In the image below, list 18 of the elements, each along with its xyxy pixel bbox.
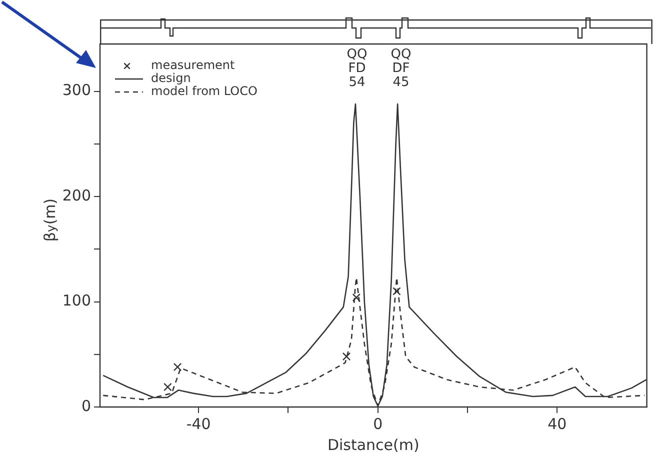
point <box>173 362 182 372</box>
legend-label: design <box>151 71 191 86</box>
y-tick-label: 300 <box>62 81 91 100</box>
x-axis-title: Distance(m) <box>327 436 420 454</box>
y-tick-label: 0 <box>81 396 91 415</box>
x-tick-label: 0 <box>373 414 383 433</box>
point <box>392 287 401 296</box>
annotation: QQ FD 54 <box>346 47 368 90</box>
legend-label: model from LOCO <box>151 84 258 98</box>
y-tick-label: 100 <box>62 292 91 310</box>
legend-label: measurement <box>151 58 236 72</box>
x-tick-label: -40 <box>186 414 211 433</box>
point <box>164 382 172 392</box>
point <box>352 293 361 302</box>
annotation: QQ DF 45 <box>390 47 412 90</box>
x-tick-label: 40 <box>548 414 567 433</box>
point <box>342 352 351 361</box>
y-tick-label: 200 <box>62 186 91 204</box>
